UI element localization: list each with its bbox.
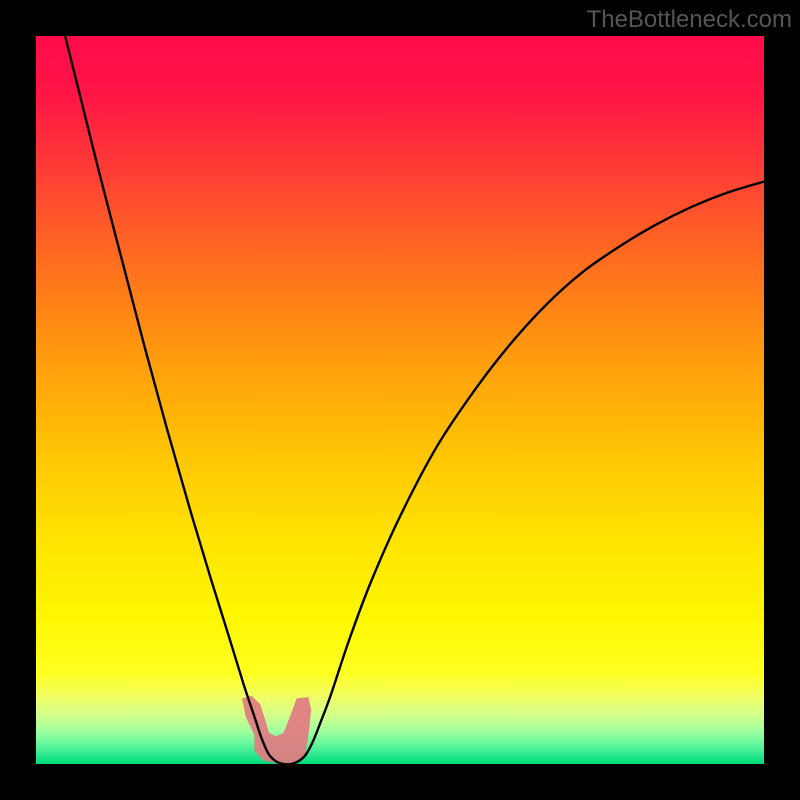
- gradient-background: [36, 36, 764, 764]
- chart-svg: [36, 36, 764, 764]
- watermark-text: TheBottleneck.com: [587, 6, 792, 34]
- plot-area: [36, 36, 764, 764]
